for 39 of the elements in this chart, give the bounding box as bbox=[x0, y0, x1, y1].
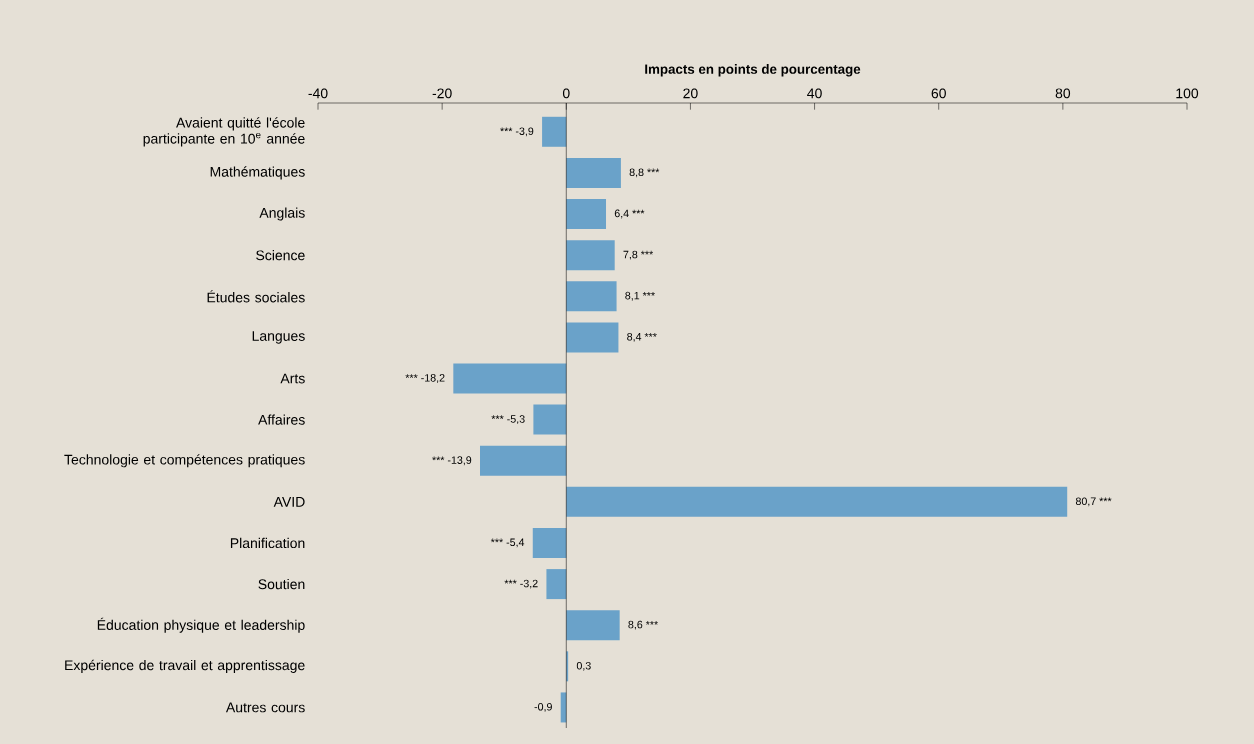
y-tick-label: Autres cours bbox=[225, 702, 305, 713]
x-tick-label: -40 bbox=[308, 88, 328, 99]
data-label: 80,7 *** bbox=[1075, 497, 1112, 507]
data-label: 8,8 *** bbox=[629, 168, 660, 178]
data-label: 8,1 *** bbox=[625, 291, 655, 301]
x-tick-label: 0 bbox=[562, 88, 570, 99]
y-tick-label: Éducation physique et leadership bbox=[97, 617, 305, 633]
data-label: -0,9 bbox=[534, 703, 552, 712]
y-tick-label: Expérience de travail et apprentissage bbox=[65, 659, 305, 673]
y-tick-label: Langues bbox=[252, 331, 305, 344]
x-axis-title: Impacts en points de pourcentage bbox=[645, 64, 861, 77]
data-label: *** -3,2 bbox=[504, 579, 538, 589]
data-label: 0,3 bbox=[576, 661, 591, 671]
data-label: *** -5,3 bbox=[491, 415, 525, 425]
y-tick-label: Mathématiques bbox=[210, 166, 305, 180]
y-tick-label: Science bbox=[256, 250, 305, 261]
y-tick-label: Affaires bbox=[258, 414, 305, 425]
x-tick-label: 20 bbox=[683, 88, 698, 99]
x-tick-label: 80 bbox=[1055, 88, 1071, 99]
x-tick-label: -20 bbox=[432, 88, 452, 99]
x-tick-label: 100 bbox=[1176, 88, 1199, 99]
data-label: *** -5,4 bbox=[490, 538, 525, 548]
data-label: *** -3,9 bbox=[500, 127, 534, 137]
y-tick-label: Anglais bbox=[259, 207, 305, 221]
y-tick-label: Avaient quitté l'école participante en 10$^{e}$ année bbox=[143, 117, 305, 147]
data-label: 8,4 *** bbox=[627, 332, 657, 342]
data-label: 6,4 *** bbox=[614, 209, 645, 219]
y-tick-label: Soutien bbox=[258, 578, 305, 590]
data-label: 8,6 *** bbox=[628, 620, 659, 630]
x-tick-label: 60 bbox=[931, 88, 946, 99]
y-tick-label: Arts bbox=[280, 373, 305, 384]
data-label: 7,8 *** bbox=[623, 250, 654, 260]
data-label: *** -18,2 bbox=[405, 374, 445, 383]
y-tick-label: AVID bbox=[273, 497, 305, 507]
x-tick-label: 40 bbox=[807, 88, 822, 99]
y-tick-label: Planification bbox=[230, 537, 305, 549]
data-label: *** -13,9 bbox=[432, 456, 472, 466]
y-tick-label: Technologie et compétences pratiques bbox=[64, 454, 305, 468]
y-tick-label: Études sociales bbox=[207, 290, 305, 303]
